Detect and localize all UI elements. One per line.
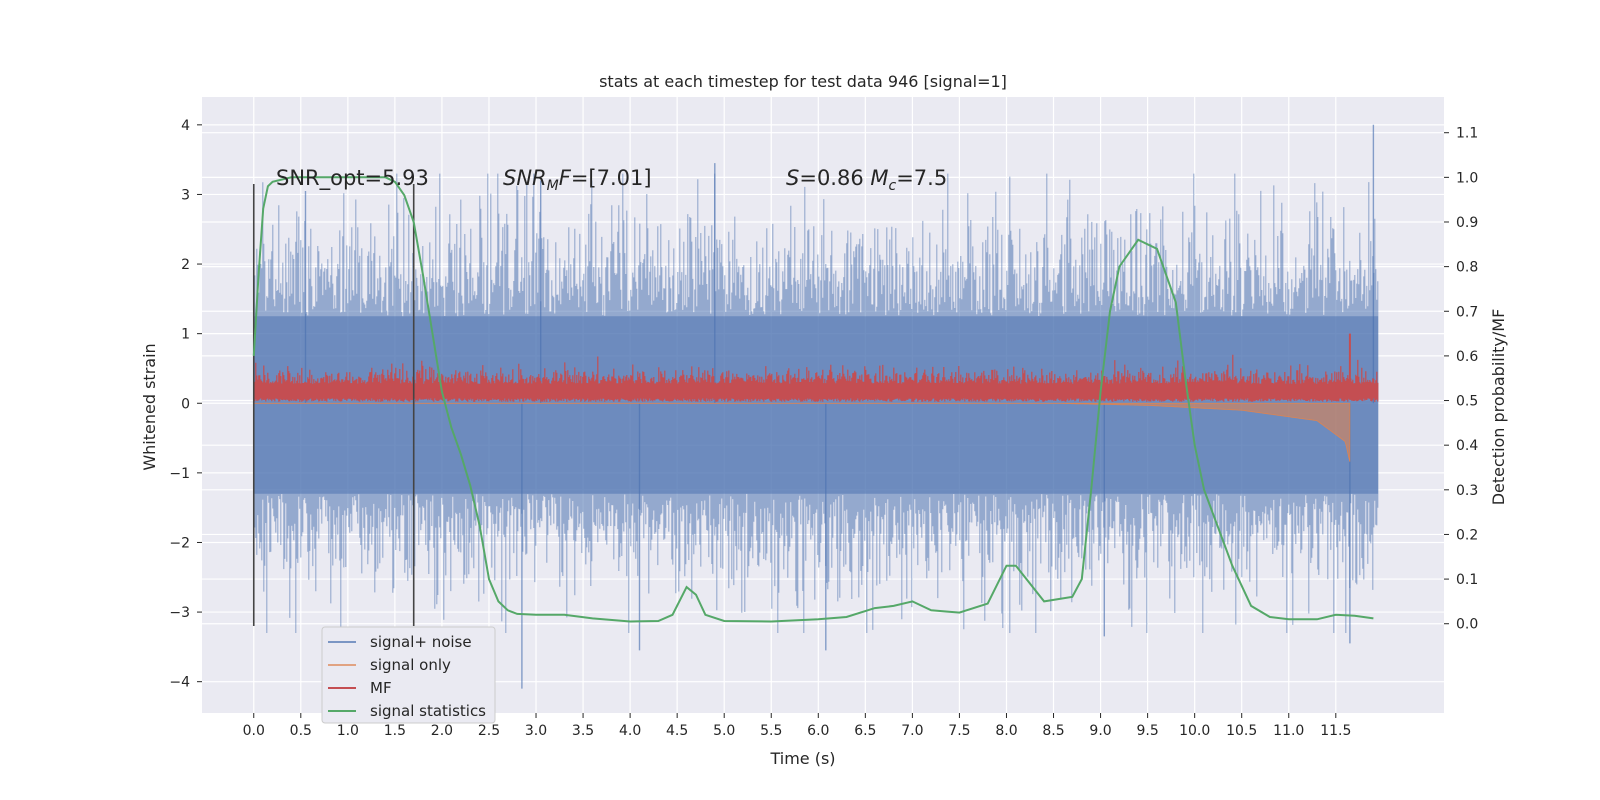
y2-tick-label: 0.2: [1456, 527, 1478, 543]
x-tick-label: 7.5: [948, 723, 970, 739]
legend-label: MF: [370, 679, 392, 697]
y2-axis-title: Detection probability/MF: [1489, 309, 1508, 506]
x-tick-label: 4.5: [666, 723, 688, 739]
annotation-snr-opt: SNR_opt=5.93: [276, 166, 429, 191]
legend-label: signal statistics: [370, 702, 486, 720]
y-axis-right: 0.0 0.1 0.2 0.3 0.4 0.5 0.6 0.7 0.8 0.9 1.0 1.1: [1444, 126, 1478, 633]
x-tick-label: 3.5: [572, 723, 594, 739]
x-tick-label: 5.0: [713, 723, 735, 739]
y2-tick-label: 0.4: [1456, 438, 1478, 454]
y2-tick-label: 0.3: [1456, 483, 1478, 499]
legend: signal+ noise signal only MF signal statist…: [321, 626, 496, 724]
annotations: SNR_opt=5.93 SNRMF=[7.01] S=0.86 Mc=7.5: [276, 166, 947, 194]
y-tick-label: −1: [169, 466, 190, 482]
y-tick-label: −2: [169, 535, 190, 551]
x-tick-label: 8.5: [1042, 723, 1064, 739]
legend-label: signal only: [370, 656, 451, 674]
signal-statistics-line: [252, 176, 1374, 623]
y-tick-label: 3: [181, 187, 190, 203]
x-tick-label: 0.0: [243, 723, 265, 739]
y2-tick-label: 0.7: [1456, 304, 1478, 320]
annotation-snr-mf: SNRMF=[7.01]: [503, 166, 652, 194]
chart-title: stats at each timestep for test data 946…: [599, 72, 1007, 91]
y-tick-label: −3: [169, 605, 190, 621]
x-tick-label: 11.0: [1273, 723, 1304, 739]
legend-box: [321, 626, 496, 724]
y-axis-left: −4 −3 −2 −1 0 1 2 3 4: [169, 118, 202, 691]
x-tick-label: 9.5: [1136, 723, 1158, 739]
y-axis-title: Whitened strain: [140, 343, 159, 470]
x-tick-label: 1.0: [337, 723, 359, 739]
x-tick-label: 0.5: [290, 723, 312, 739]
y-tick-label: 2: [181, 257, 190, 273]
series-signal-statistics: [252, 176, 1374, 623]
x-tick-label: 10.0: [1179, 723, 1210, 739]
x-tick-label: 7.0: [901, 723, 923, 739]
y-tick-label: −4: [169, 675, 190, 691]
x-tick-label: 2.5: [478, 723, 500, 739]
vertical-markers: [252, 184, 415, 626]
x-axis-title: Time (s): [769, 749, 835, 768]
x-tick-label: 1.5: [384, 723, 406, 739]
x-tick-label: 4.0: [619, 723, 641, 739]
y2-tick-label: 0.5: [1456, 394, 1478, 410]
y-tick-label: 4: [181, 118, 190, 134]
x-tick-label: 11.5: [1320, 723, 1351, 739]
x-tick-label: 6.0: [807, 723, 829, 739]
x-tick-label: 5.5: [760, 723, 782, 739]
x-tick-label: 3.0: [525, 723, 547, 739]
x-tick-label: 6.5: [854, 723, 876, 739]
x-tick-label: 2.0: [431, 723, 453, 739]
x-axis: 0.0 0.5 1.0 1.5 2.0 2.5 3.0 3.5 4.0 4.5 5.0 5.5 6.0 6…: [243, 713, 1351, 739]
annotation-s-mc: S=0.86 Mc=7.5: [786, 166, 947, 194]
x-tick-label: 10.5: [1226, 723, 1257, 739]
y-tick-label: 1: [181, 327, 190, 343]
y2-tick-label: 0.8: [1456, 260, 1478, 276]
y2-tick-label: 0.6: [1456, 349, 1478, 365]
legend-label: signal+ noise: [370, 633, 472, 651]
y2-tick-label: 0.0: [1456, 617, 1478, 633]
plot-series: [252, 124, 1379, 689]
x-tick-label: 8.0: [995, 723, 1017, 739]
x-tick-label: 9.0: [1089, 723, 1111, 739]
series-signal-only: [252, 402, 1351, 462]
y2-tick-label: 1.0: [1456, 170, 1478, 186]
y2-tick-label: 0.1: [1456, 572, 1478, 588]
y-tick-label: 0: [181, 396, 190, 412]
y2-tick-label: 1.1: [1456, 126, 1478, 142]
chirp-area: [252, 402, 1351, 462]
y2-tick-label: 0.9: [1456, 215, 1478, 231]
